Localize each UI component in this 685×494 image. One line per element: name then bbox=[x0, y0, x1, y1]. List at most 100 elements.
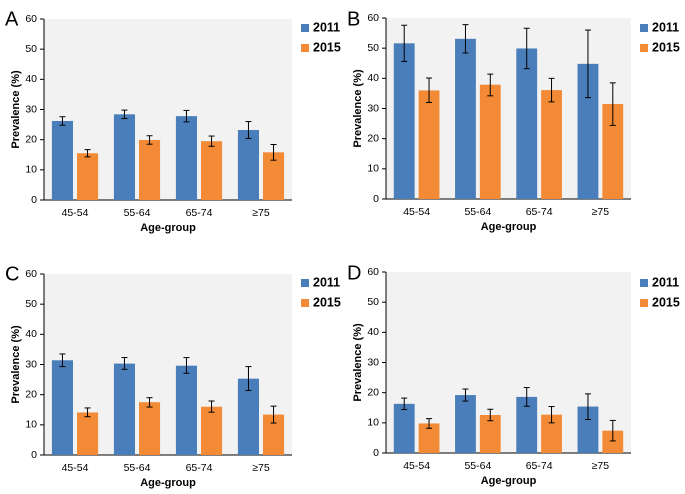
bar-2011 bbox=[237, 130, 259, 200]
x-tick-label: 65-74 bbox=[186, 207, 213, 219]
y-tick-label: 50 bbox=[367, 296, 379, 308]
x-axis-title: Age-group bbox=[140, 222, 196, 234]
y-tick-label: 40 bbox=[25, 328, 37, 340]
bar-2015 bbox=[602, 103, 624, 199]
y-tick-label: 0 bbox=[373, 447, 379, 459]
bar-2011 bbox=[393, 403, 415, 453]
legend-swatch-2015 bbox=[301, 44, 309, 52]
y-tick-label: 0 bbox=[373, 193, 379, 205]
bar-2011 bbox=[237, 378, 259, 455]
x-axis-title: Age-group bbox=[140, 477, 196, 489]
y-tick-label: 50 bbox=[367, 42, 379, 54]
panel-b: B 0 10 20 30 40 50 60 Prevalence (%) 45-54 55-64 65… bbox=[347, 8, 680, 233]
y-tick-label: 20 bbox=[25, 133, 37, 145]
panel-d: D 0 10 20 30 40 50 60 Prevalence (%) 45-54 55-64 65… bbox=[347, 262, 680, 487]
legend-label-2011: 2011 bbox=[652, 275, 679, 289]
y-tick-label: 30 bbox=[367, 356, 379, 368]
y-tick-label: 20 bbox=[367, 386, 379, 398]
y-tick-label: 60 bbox=[367, 12, 379, 24]
x-tick-label: 65-74 bbox=[526, 460, 553, 472]
y-tick-label: 0 bbox=[31, 194, 37, 206]
bar-2015 bbox=[418, 90, 440, 199]
panel-letter: B bbox=[347, 8, 360, 30]
legend-swatch-2015 bbox=[640, 299, 648, 307]
bar-2015 bbox=[263, 414, 285, 455]
y-axis-title: Prevalence (%) bbox=[352, 69, 364, 148]
bar-2015 bbox=[418, 423, 440, 453]
x-tick-label: ≥75 bbox=[252, 207, 270, 219]
bar-2011 bbox=[516, 396, 538, 453]
legend-swatch-2011 bbox=[640, 279, 648, 287]
legend-swatch-2011 bbox=[301, 24, 309, 32]
legend-swatch-2011 bbox=[640, 24, 648, 32]
x-tick-label: 45-54 bbox=[403, 460, 430, 472]
legend-swatch-2015 bbox=[301, 299, 309, 307]
bar-2011 bbox=[113, 114, 135, 200]
y-tick-label: 10 bbox=[367, 417, 379, 429]
y-tick-label: 40 bbox=[367, 326, 379, 338]
bar-2011 bbox=[516, 48, 538, 199]
bar-2015 bbox=[602, 430, 624, 453]
panel-c: C 0 10 20 30 40 50 60 Prevalence (%) 45-54 55-64 65… bbox=[5, 263, 341, 489]
y-tick-label: 60 bbox=[25, 13, 37, 25]
panel-letter: C bbox=[5, 263, 19, 285]
bar-2011 bbox=[175, 116, 197, 200]
legend-label-2015: 2015 bbox=[313, 40, 341, 54]
legend-label-2015: 2015 bbox=[313, 295, 341, 309]
x-tick-label: 65-74 bbox=[186, 462, 213, 474]
x-tick-label: 55-64 bbox=[124, 462, 151, 474]
legend-label-2011: 2011 bbox=[652, 20, 679, 34]
bar-2011 bbox=[393, 43, 415, 200]
y-tick-label: 30 bbox=[367, 102, 379, 114]
y-tick-label: 40 bbox=[367, 72, 379, 84]
x-tick-label: 45-54 bbox=[62, 207, 89, 219]
y-tick-label: 60 bbox=[25, 268, 37, 280]
bar-2011 bbox=[455, 38, 476, 199]
y-axis-title: Prevalence (%) bbox=[10, 70, 22, 149]
y-tick-label: 10 bbox=[367, 163, 379, 175]
panel-letter: D bbox=[347, 262, 361, 284]
bar-2011 bbox=[51, 120, 73, 200]
bar-2015 bbox=[479, 414, 501, 453]
x-tick-label: 65-74 bbox=[526, 206, 553, 218]
bar-2015 bbox=[479, 84, 501, 199]
x-tick-label: ≥75 bbox=[592, 460, 610, 472]
y-tick-label: 10 bbox=[25, 164, 37, 176]
legend-label-2011: 2011 bbox=[313, 275, 340, 289]
bar-2015 bbox=[541, 90, 562, 199]
bar-2015 bbox=[541, 414, 562, 453]
x-tick-label: 55-64 bbox=[464, 460, 491, 472]
bar-2011 bbox=[577, 406, 599, 453]
bar-2015 bbox=[201, 141, 223, 200]
y-tick-label: 0 bbox=[31, 449, 37, 461]
bar-2015 bbox=[201, 406, 223, 455]
x-tick-label: 55-64 bbox=[124, 207, 151, 219]
y-tick-label: 60 bbox=[367, 266, 379, 278]
x-axis-title: Age-group bbox=[481, 221, 537, 233]
panel-letter: A bbox=[5, 8, 19, 30]
x-tick-label: ≥75 bbox=[252, 462, 270, 474]
y-tick-label: 10 bbox=[25, 419, 37, 431]
y-tick-label: 20 bbox=[25, 388, 37, 400]
bar-2015 bbox=[263, 152, 285, 200]
panel-a: A 0 10 20 30 40 50 60 Prevalence (%) 45-54 55-64 65… bbox=[5, 8, 341, 234]
bar-2015 bbox=[139, 402, 161, 455]
y-tick-label: 30 bbox=[25, 358, 37, 370]
y-axis-title: Prevalence (%) bbox=[352, 323, 364, 402]
bar-2011 bbox=[577, 63, 599, 199]
y-tick-label: 50 bbox=[25, 43, 37, 55]
legend-label-2015: 2015 bbox=[652, 295, 680, 309]
legend-swatch-2015 bbox=[640, 44, 648, 52]
bar-2011 bbox=[455, 395, 476, 453]
y-tick-label: 30 bbox=[25, 103, 37, 115]
legend-label-2011: 2011 bbox=[313, 20, 340, 34]
y-tick-label: 50 bbox=[25, 298, 37, 310]
bar-2011 bbox=[51, 360, 73, 455]
y-tick-label: 40 bbox=[25, 73, 37, 85]
bar-2015 bbox=[77, 412, 99, 455]
bar-2015 bbox=[139, 139, 161, 200]
legend-label-2015: 2015 bbox=[652, 40, 680, 54]
y-axis-title: Prevalence (%) bbox=[10, 325, 22, 404]
y-tick-label: 20 bbox=[367, 132, 379, 144]
